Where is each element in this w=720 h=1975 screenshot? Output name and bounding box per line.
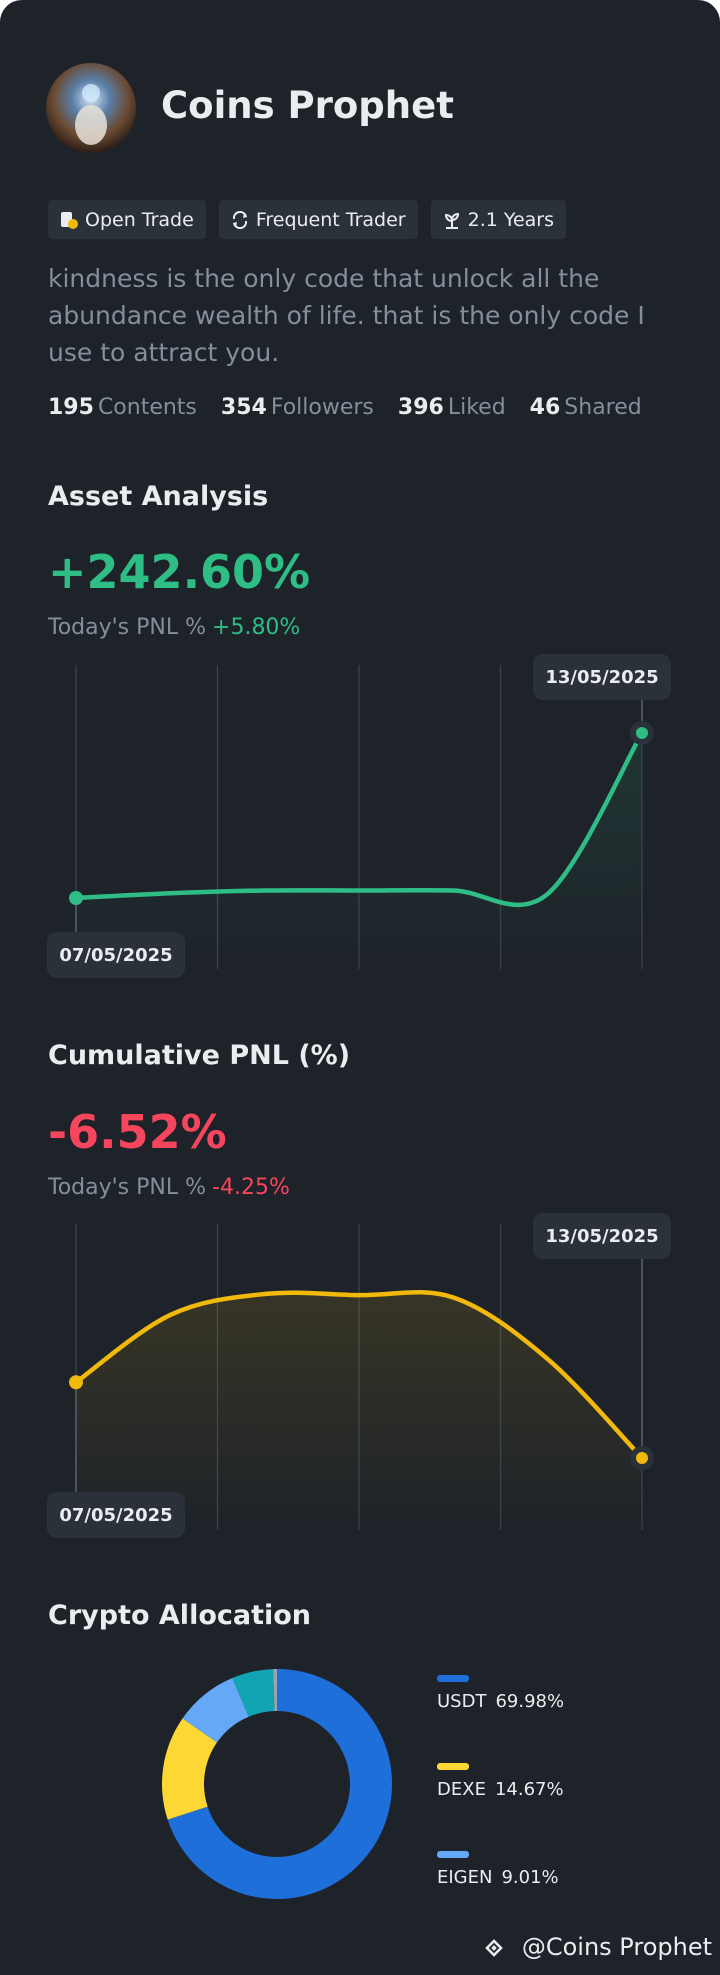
stat: 354 Followers <box>221 395 374 420</box>
today-pnl: Today's PNL % -4.25% <box>48 1175 290 1200</box>
pnl-headline: +242.60% <box>48 545 311 599</box>
donut-slice <box>232 1669 275 1717</box>
badge-icon <box>232 210 247 229</box>
stat-label: Shared <box>564 395 642 420</box>
area-fill <box>76 1292 642 1530</box>
donut-slice <box>273 1669 277 1712</box>
badge-text: 2.1 Years <box>467 208 554 231</box>
date-badge <box>533 654 671 700</box>
point <box>636 727 648 739</box>
bio: kindness is the only code that unlock al… <box>48 264 645 367</box>
badge: Open Trade <box>48 200 206 239</box>
stat: 396 Liked <box>398 395 506 420</box>
avatar <box>46 63 136 153</box>
today-label: Today's PNL % <box>48 615 207 640</box>
point <box>636 1452 648 1464</box>
badge-row: Open Trade Frequent Trader 2.1 Years <box>48 200 566 239</box>
date-label: 07/05/2025 <box>59 1505 172 1526</box>
date-badge <box>47 1492 185 1538</box>
section-title: Cumulative PNL (%) <box>48 1040 351 1071</box>
legend-value: 69.98% <box>495 1691 564 1712</box>
badge: Frequent Trader <box>218 200 418 239</box>
watermark: @Coins Prophet <box>522 1933 712 1961</box>
point <box>69 891 83 905</box>
stat: 195 Contents <box>48 395 197 420</box>
pnl-headline: -6.52% <box>48 1105 227 1159</box>
watermark-logo <box>485 1939 503 1957</box>
today-value: -4.25% <box>212 1175 290 1200</box>
legend-name: EIGEN <box>437 1867 492 1888</box>
legend-swatch <box>437 1851 469 1858</box>
stat-label: Followers <box>270 395 374 420</box>
section-title: Asset Analysis <box>48 481 269 512</box>
today-label: Today's PNL % <box>48 1175 207 1200</box>
stat-value: 46 <box>529 395 561 420</box>
legend-swatch <box>437 1675 469 1682</box>
today-value: +5.80% <box>212 615 301 640</box>
date-label: 07/05/2025 <box>59 945 172 966</box>
stat-value: 354 <box>220 395 267 420</box>
line <box>73 1289 645 1461</box>
legend-swatch <box>437 1763 469 1770</box>
legend-name: DEXE <box>437 1779 486 1800</box>
point <box>69 1375 83 1390</box>
legend-value: 9.01% <box>501 1867 558 1888</box>
badge-text: Frequent Trader <box>255 208 406 231</box>
section-title: Crypto Allocation <box>48 1600 312 1631</box>
legend-name: USDT <box>437 1691 487 1712</box>
line <box>73 730 645 908</box>
legend-entry: DEXE 14.67% <box>437 1779 564 1800</box>
badge-icon <box>61 211 78 229</box>
stat-value: 396 <box>397 395 444 420</box>
stat-label: Contents <box>97 395 197 420</box>
donut-slice <box>182 1678 249 1743</box>
date-label: 13/05/2025 <box>545 667 658 688</box>
today-pnl: Today's PNL % +5.80% <box>48 615 300 640</box>
donut-slice <box>167 1669 392 1899</box>
stat: 46 Shared <box>530 395 642 420</box>
badge-text: Open Trade <box>85 208 194 231</box>
stats-row: 195 Contents 354 Followers 396 Liked 46 Shar… <box>48 395 642 420</box>
badge-icon <box>444 212 459 229</box>
legend-value: 14.67% <box>495 1779 564 1800</box>
badge: 2.1 Years <box>430 200 566 239</box>
date-label: 13/05/2025 <box>545 1226 658 1247</box>
stat-label: Liked <box>447 395 506 420</box>
legend-entry: EIGEN 9.01% <box>437 1867 559 1888</box>
date-badge <box>533 1213 671 1259</box>
donut-slice <box>162 1718 218 1820</box>
stat-value: 195 <box>48 395 94 420</box>
profile-name: Coins Prophet <box>161 84 454 127</box>
area-fill <box>76 733 642 969</box>
date-badge <box>47 932 185 978</box>
legend-entry: USDT 69.98% <box>437 1691 564 1712</box>
